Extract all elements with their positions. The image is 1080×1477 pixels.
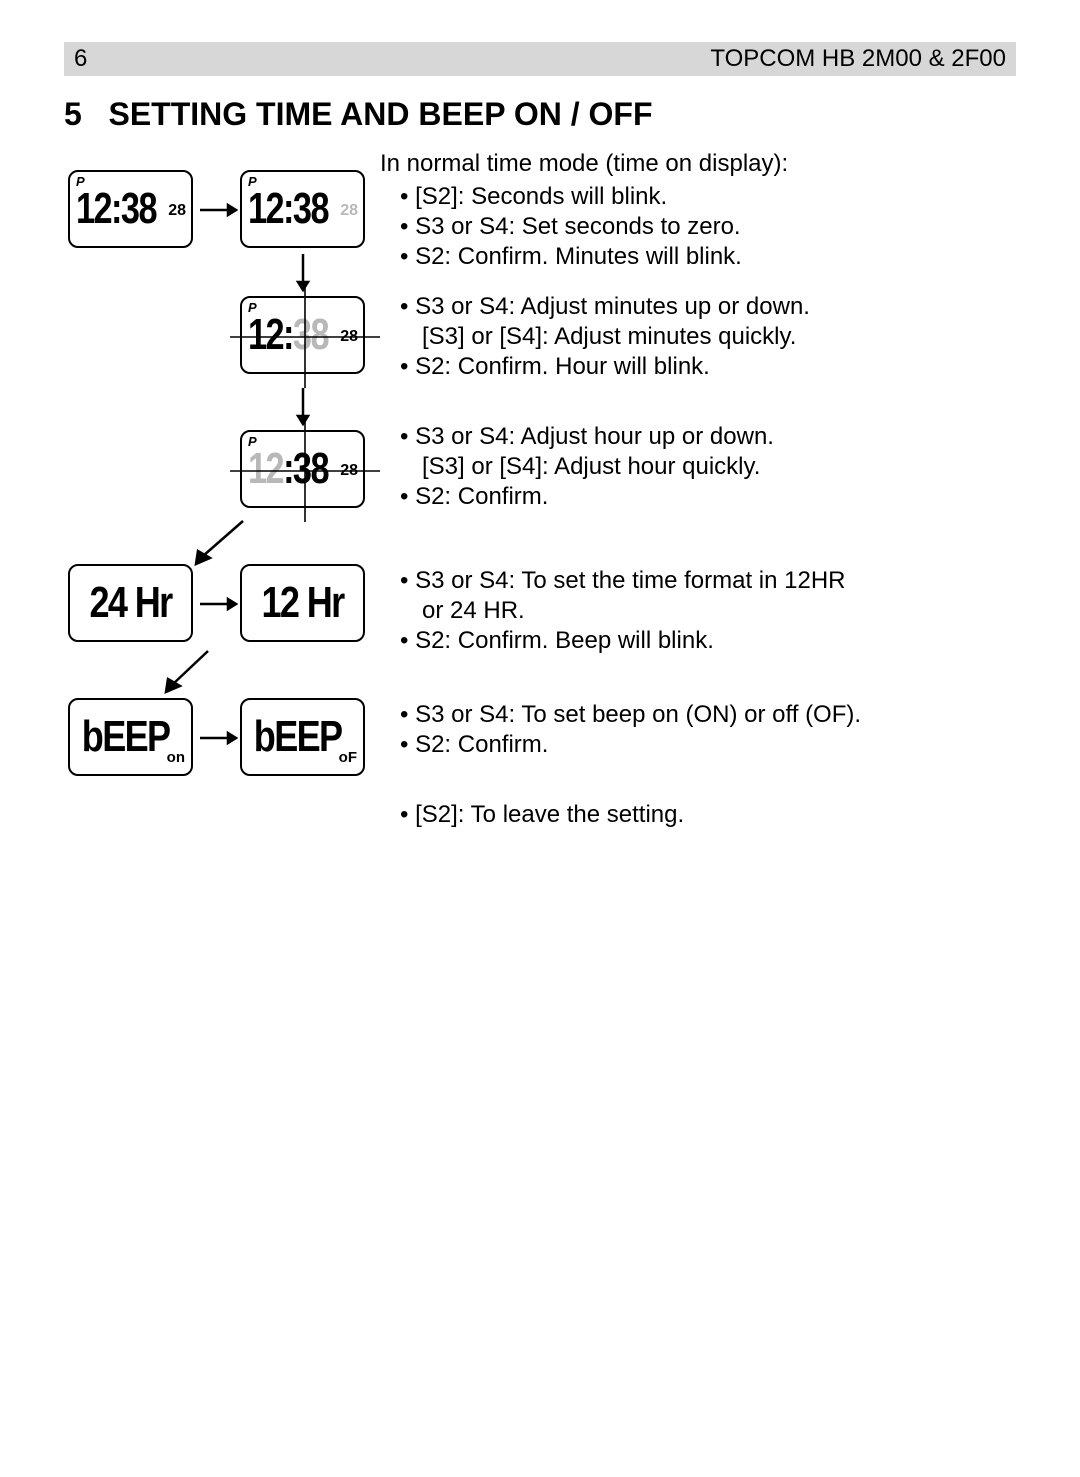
bullet-group-2: S3 or S4: Adjust minutes up or down. [S3… [400, 292, 1016, 382]
bullet: S3 or S4: Set seconds to zero. [400, 212, 1016, 242]
flow-diagram: P 12:38 28 P 12:38 28 P 12:38 28 P 12:38… [68, 170, 368, 850]
page-number: 6 [74, 45, 87, 73]
lcd-suffix: oF [339, 749, 357, 766]
bullet: S3 or S4: To set beep on (ON) or off (OF… [400, 700, 1016, 730]
bullet-group-1: [S2]: Seconds will blink. S3 or S4: Set … [400, 182, 1016, 272]
bullet: S2: Confirm. [400, 730, 1016, 760]
bullet: S2: Confirm. Minutes will blink. [400, 242, 1016, 272]
bullet-group-4: S3 or S4: To set the time format in 12HR… [400, 566, 1016, 656]
arrow-right-icon [198, 594, 238, 614]
arrow-right-icon [198, 728, 238, 748]
bullet: S3 or S4: Adjust minutes up or down. [400, 292, 1016, 322]
bullet: S3 or S4: Adjust hour up or down. [400, 422, 1016, 452]
lcd-seconds: 28 [340, 202, 358, 220]
bullet-sub: [S3] or [S4]: Adjust hour quickly. [400, 452, 1016, 482]
bullet-group-3: S3 or S4: Adjust hour up or down. [S3] o… [400, 422, 1016, 512]
lcd-main: 24 Hr [81, 578, 180, 628]
intro-text: In normal time mode (time on display): [380, 150, 788, 178]
lcd-main: bEEP [74, 712, 180, 762]
lcd-seconds: 28 [168, 202, 186, 220]
lcd-suffix: on [167, 749, 185, 766]
section-number: 5 [64, 96, 82, 132]
bullet-sub: or 24 HR. [400, 596, 1016, 626]
bullet: S2: Confirm. Hour will blink. [400, 352, 1016, 382]
lcd-main: 12 Hr [253, 578, 352, 628]
bullet-group-5: S3 or S4: To set beep on (ON) or off (OF… [400, 700, 1016, 760]
bullet: S3 or S4: To set the time format in 12HR [400, 566, 1016, 596]
bullet: [S2]: To leave the setting. [400, 800, 1016, 830]
lcd-seconds-blink: P 12:38 28 [240, 170, 365, 248]
adjust-cross-icon [230, 286, 380, 388]
lcd-12hr: 12 Hr [240, 564, 365, 642]
arrow-right-icon [198, 200, 238, 220]
lcd-main: 12:38 [248, 184, 328, 234]
bullet: [S2]: Seconds will blink. [400, 182, 1016, 212]
lcd-hour-blink: P 12:38 28 [240, 430, 365, 508]
lcd-beep-on: bEEP on [68, 698, 193, 776]
bullet-sub: [S3] or [S4]: Adjust minutes quickly. [400, 322, 1016, 352]
lcd-minutes-blink: P 12:38 28 [240, 296, 365, 374]
lcd-main: bEEP [246, 712, 352, 762]
arrow-diag-icon [188, 516, 248, 566]
page-header: 6 TOPCOM HB 2M00 & 2F00 [64, 42, 1016, 76]
adjust-cross-icon [230, 420, 380, 522]
lcd-time-normal: P 12:38 28 [68, 170, 193, 248]
bullet: S2: Confirm. Beep will blink. [400, 626, 1016, 656]
arrow-diag-icon [158, 646, 218, 696]
section-title-text: SETTING TIME AND BEEP ON / OFF [108, 96, 652, 132]
lcd-main: 12:38 [76, 184, 156, 234]
bullet-group-6: [S2]: To leave the setting. [400, 800, 1016, 830]
lcd-24hr: 24 Hr [68, 564, 193, 642]
lcd-beep-off: bEEP oF [240, 698, 365, 776]
product-name: TOPCOM HB 2M00 & 2F00 [710, 45, 1006, 73]
bullet: S2: Confirm. [400, 482, 1016, 512]
section-heading: 5 SETTING TIME AND BEEP ON / OFF [64, 96, 653, 133]
